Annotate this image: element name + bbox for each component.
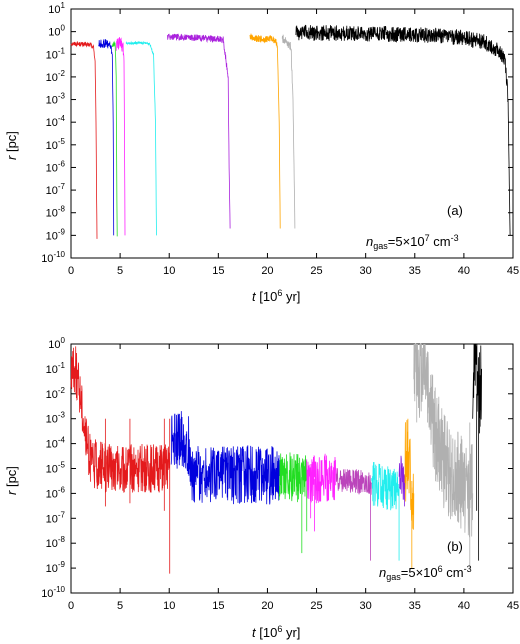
y-tick-label: 10-1 bbox=[46, 46, 66, 61]
x-axis-label-a: t [106 yr] bbox=[252, 288, 300, 304]
x-tick-label: 5 bbox=[117, 600, 123, 612]
y-tick-label: 101 bbox=[48, 1, 65, 16]
series-line bbox=[295, 24, 511, 236]
y-tick-label: 10-8 bbox=[46, 535, 66, 550]
y-tick-label: 10-5 bbox=[46, 137, 66, 152]
y-tick-label: 100 bbox=[48, 24, 65, 39]
x-tick-label: 20 bbox=[261, 600, 273, 612]
y-axis-label-a: r [pc] bbox=[4, 131, 19, 160]
y-tick-label: 10-5 bbox=[46, 461, 66, 476]
axis-ticks-a: 0 5 10 15 20 25 30 35 40 45 101 100 10-1 10-2 10-3 10-4… bbox=[41, 1, 519, 277]
series-line bbox=[413, 343, 474, 538]
series-line bbox=[70, 346, 170, 493]
gas-density-annotation-a: ngas=5×107 cm-3 bbox=[366, 233, 459, 251]
x-tick-label: 30 bbox=[360, 600, 372, 612]
x-tick-label: 0 bbox=[68, 265, 74, 277]
x-tick-label: 10 bbox=[163, 600, 175, 612]
y-tick-label: 10-9 bbox=[46, 560, 66, 575]
x-tick-label: 15 bbox=[212, 600, 224, 612]
chart-panel-a: 0 5 10 15 20 25 30 35 40 45 101 100 10-1 10-2 10-3 10-4… bbox=[4, 1, 519, 304]
x-tick-label: 15 bbox=[212, 265, 224, 277]
y-tick-label: 10-6 bbox=[46, 159, 66, 174]
plot-frame-a bbox=[70, 8, 514, 259]
gas-density-annotation-b: ngas=5×106 cm-3 bbox=[379, 564, 472, 582]
series-line bbox=[166, 33, 231, 229]
series-line bbox=[125, 40, 157, 236]
y-axis-label-b: r [pc] bbox=[4, 466, 19, 495]
y-tick-label: 10-2 bbox=[46, 69, 66, 84]
panel-label-b: (b) bbox=[447, 539, 463, 554]
x-tick-label: 35 bbox=[409, 265, 421, 277]
series-line bbox=[306, 453, 337, 504]
x-tick-label: 40 bbox=[458, 265, 470, 277]
y-tick-label: 100 bbox=[48, 336, 65, 351]
x-tick-label: 40 bbox=[458, 600, 470, 612]
series-line bbox=[249, 33, 281, 229]
series-group-a bbox=[70, 24, 511, 239]
x-tick-label: 5 bbox=[117, 265, 123, 277]
x-tick-label: 20 bbox=[261, 265, 273, 277]
x-axis-label-b: t [106 yr] bbox=[252, 624, 300, 640]
y-tick-label: 10-10 bbox=[41, 250, 65, 265]
series-line bbox=[115, 37, 126, 236]
y-tick-label: 10-7 bbox=[46, 182, 66, 197]
x-tick-label: 45 bbox=[507, 265, 519, 277]
chart-panel-b: 0 5 10 15 20 25 30 35 40 45 100 10-1 10-2 10-3 10-4 10-… bbox=[4, 336, 519, 640]
y-tick-label: 10-2 bbox=[46, 386, 66, 401]
series-line bbox=[371, 461, 400, 511]
series-group-b bbox=[70, 343, 482, 574]
y-tick-label: 10-9 bbox=[46, 227, 66, 242]
series-line bbox=[335, 468, 372, 495]
series-line bbox=[111, 40, 118, 237]
x-tick-label: 25 bbox=[310, 265, 322, 277]
x-tick-label: 35 bbox=[409, 600, 421, 612]
x-tick-label: 0 bbox=[68, 600, 74, 612]
series-line bbox=[472, 343, 482, 434]
y-tick-label: 10-4 bbox=[46, 436, 66, 451]
y-tick-label: 10-4 bbox=[46, 114, 66, 129]
y-tick-label: 10-1 bbox=[46, 361, 66, 376]
y-tick-label: 10-3 bbox=[46, 92, 66, 107]
series-line bbox=[404, 420, 415, 530]
panel-label-a: (a) bbox=[447, 203, 463, 218]
series-line bbox=[98, 39, 115, 236]
series-line bbox=[170, 411, 280, 505]
x-tick-label: 10 bbox=[163, 265, 175, 277]
y-tick-label: 10-6 bbox=[46, 485, 66, 500]
y-tick-label: 10-3 bbox=[46, 411, 66, 426]
y-tick-label: 10-7 bbox=[46, 510, 66, 525]
x-tick-label: 45 bbox=[507, 600, 519, 612]
y-tick-label: 10-8 bbox=[46, 205, 66, 220]
series-line bbox=[398, 455, 406, 500]
series-line bbox=[281, 34, 296, 229]
x-tick-label: 30 bbox=[360, 265, 372, 277]
series-line bbox=[70, 40, 98, 239]
y-tick-label: 10-10 bbox=[41, 585, 65, 600]
series-line bbox=[278, 452, 308, 503]
x-tick-label: 25 bbox=[310, 600, 322, 612]
